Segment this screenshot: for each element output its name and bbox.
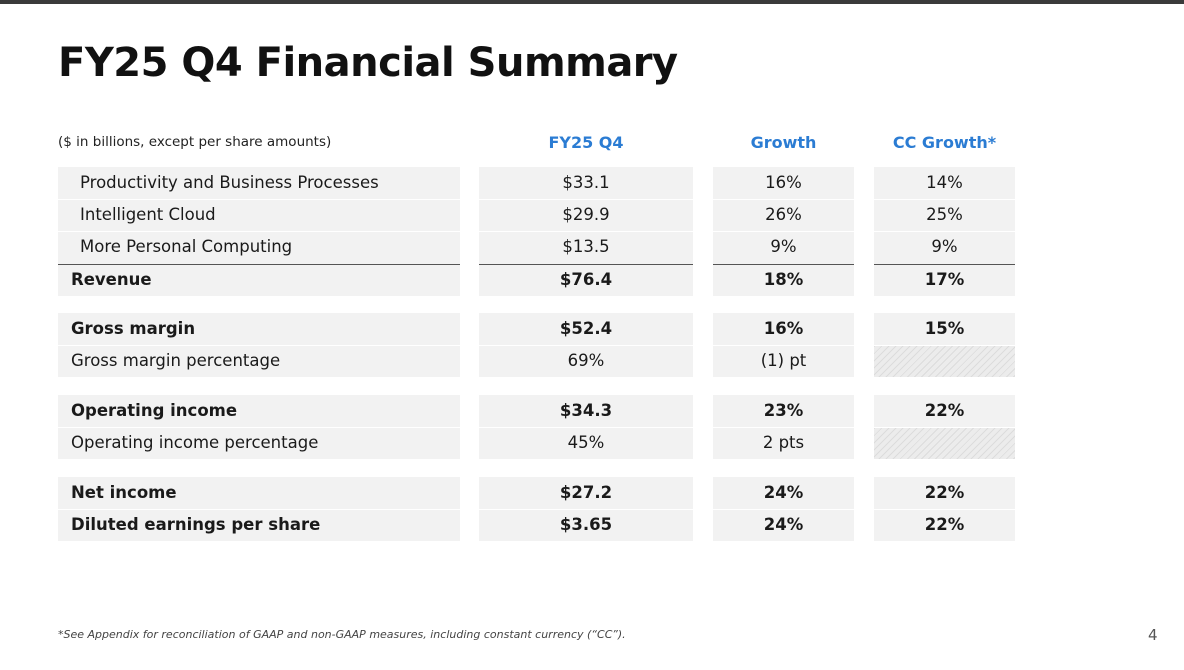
cell-cc: 22% xyxy=(924,483,965,502)
not-applicable-hatch xyxy=(874,346,1015,377)
row-separator xyxy=(874,345,1015,346)
row-label: Gross margin xyxy=(71,319,196,338)
row-separator xyxy=(58,345,460,346)
row-label: Diluted earnings per share xyxy=(71,515,321,534)
cell-cc: 14% xyxy=(926,173,963,192)
row-label: Net income xyxy=(71,483,177,502)
row-separator xyxy=(874,427,1015,428)
row-separator xyxy=(58,509,460,510)
row-label: Operating income xyxy=(71,401,238,420)
cell-fy: $52.4 xyxy=(559,319,613,338)
cell-fy: $29.9 xyxy=(562,205,610,224)
cell-cc: 22% xyxy=(924,401,965,420)
row-label: Productivity and Business Processes xyxy=(80,173,379,192)
revenue-total-rule xyxy=(874,264,1015,265)
row-separator xyxy=(58,199,460,200)
column-header-fy25-q4: FY25 Q4 xyxy=(548,133,624,152)
row-separator xyxy=(713,199,854,200)
cell-cc: 15% xyxy=(924,319,965,338)
revenue-total-rule xyxy=(479,264,693,265)
column-header-growth: Growth xyxy=(750,133,817,152)
cell-growth: 24% xyxy=(763,515,804,534)
row-separator xyxy=(479,345,693,346)
row-separator xyxy=(479,199,693,200)
cell-cc: 9% xyxy=(931,237,958,256)
cell-cc: 25% xyxy=(926,205,963,224)
row-separator xyxy=(479,231,693,232)
row-separator xyxy=(713,427,854,428)
cell-growth: 24% xyxy=(763,483,804,502)
row-label: Operating income percentage xyxy=(71,433,319,452)
cell-growth: 23% xyxy=(763,401,804,420)
row-separator xyxy=(479,427,693,428)
cell-fy: 45% xyxy=(567,433,605,452)
row-separator xyxy=(713,509,854,510)
cell-growth: 2 pts xyxy=(762,433,805,452)
cell-fy: 69% xyxy=(567,351,605,370)
row-label: More Personal Computing xyxy=(80,237,293,256)
cell-fy: $76.4 xyxy=(559,270,613,289)
row-separator xyxy=(874,199,1015,200)
row-separator xyxy=(713,231,854,232)
revenue-total-rule xyxy=(713,264,854,265)
cell-growth: (1) pt xyxy=(760,351,807,370)
cell-growth: 9% xyxy=(770,237,797,256)
row-label: Gross margin percentage xyxy=(71,351,281,370)
row-separator xyxy=(58,427,460,428)
cell-growth: 26% xyxy=(765,205,802,224)
row-separator xyxy=(713,345,854,346)
cell-fy: $34.3 xyxy=(559,401,613,420)
not-applicable-hatch xyxy=(874,428,1015,459)
cell-growth: 16% xyxy=(763,319,804,338)
revenue-total-rule xyxy=(58,264,460,265)
cell-growth: 16% xyxy=(765,173,802,192)
column-header-cc-growth: CC Growth* xyxy=(892,133,997,152)
cell-fy: $13.5 xyxy=(562,237,610,256)
page-title: FY25 Q4 Financial Summary xyxy=(58,40,678,86)
row-separator xyxy=(874,231,1015,232)
page-number: 4 xyxy=(1148,626,1158,644)
cell-growth: 18% xyxy=(763,270,804,289)
top-border xyxy=(0,0,1184,4)
cell-fy: $33.1 xyxy=(562,173,610,192)
cell-cc: 22% xyxy=(924,515,965,534)
cell-fy: $27.2 xyxy=(559,483,613,502)
row-label: Revenue xyxy=(71,270,152,289)
units-note: ($ in billions, except per share amounts… xyxy=(58,134,332,150)
cell-cc: 17% xyxy=(924,270,965,289)
row-separator xyxy=(874,509,1015,510)
row-separator xyxy=(58,231,460,232)
cell-fy: $3.65 xyxy=(559,515,613,534)
row-label: Intelligent Cloud xyxy=(80,205,216,224)
row-separator xyxy=(479,509,693,510)
footnote: *See Appendix for reconciliation of GAAP… xyxy=(58,628,626,641)
